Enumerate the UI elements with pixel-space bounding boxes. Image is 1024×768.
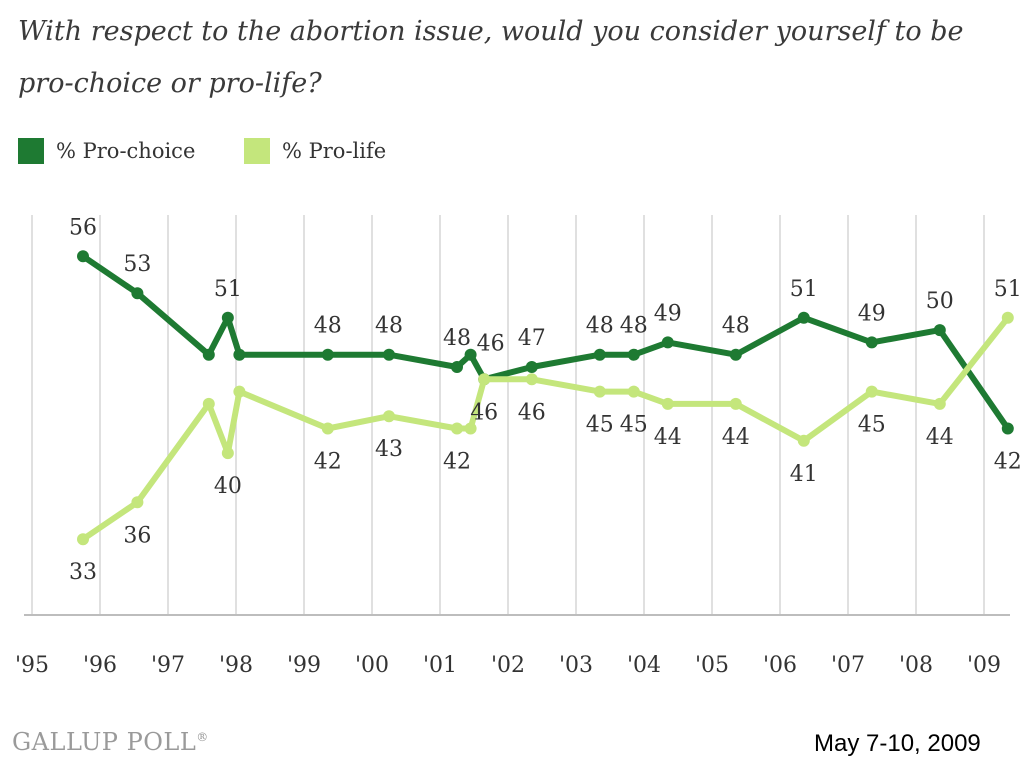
data-point-s0-12 [627,348,640,361]
x-tick-label: '99 [287,653,321,678]
data-point-s1-11 [593,385,606,398]
line-chart: '95 '96 '97 '98 '99 '00 '01 '02 '03 '04 '05 '06 '07 '… [15,215,1022,678]
data-label-s0-18: 42 [994,450,1022,475]
data-label-s1-10: 46 [518,400,546,425]
data-point-s0-11 [593,348,606,361]
legend-swatch-pro-choice [18,138,44,164]
x-tick-label: '95 [15,653,49,678]
data-point-s0-18 [1001,422,1014,435]
data-label-s1-15: 41 [790,462,818,487]
chart-title: With respect to the abortion issue, woul… [18,16,964,99]
x-tick-label: '98 [219,653,253,678]
data-point-s0-2 [202,348,215,361]
gallup-poll-brand: GALLUP POLL [12,728,197,756]
data-label-s0-15: 51 [790,277,818,302]
data-point-s1-13 [661,397,674,410]
data-label-s0-8: 46 [477,332,505,357]
data-point-s0-0 [77,250,89,263]
legend-label-pro-choice: % Pro-choice [56,139,196,163]
survey-date: May 7-10, 2009 [814,730,981,757]
data-point-s0-1 [131,287,144,300]
data-point-s1-15 [797,434,810,447]
gallup-poll-logo: GALLUP POLL® [12,728,209,756]
data-point-s0-3 [221,311,234,324]
data-label-s0-12: 48 [620,314,648,339]
x-tick-label: '03 [559,653,593,678]
x-tick-label: '97 [151,653,185,678]
data-label-s0-10: 47 [518,326,546,351]
data-label-s1-7: 42 [443,450,471,475]
legend-item-pro-life: % Pro-life [244,138,386,164]
x-tick-label: '07 [831,653,865,678]
data-label-s0-5: 48 [314,314,342,339]
x-tick-label: '06 [763,653,797,678]
data-point-s0-10 [525,361,538,373]
data-point-s1-17 [933,397,946,410]
data-label-s1-16: 45 [858,413,886,438]
data-point-s1-0 [77,533,89,546]
data-label-s0-6: 48 [375,314,403,339]
data-point-s1-8 [464,422,477,435]
x-tick-label: '08 [899,653,933,678]
data-point-s1-5 [321,422,334,435]
data-label-s1-1: 36 [123,523,151,548]
data-label-s0-16: 49 [858,301,886,326]
data-point-s1-7 [451,422,463,435]
data-label-s1-5: 42 [314,450,342,475]
data-label-s1-9: 46 [470,400,498,425]
x-tick-label: '02 [491,653,525,678]
data-label-s1-11: 45 [586,413,614,438]
data-label-s1-13: 44 [654,425,682,450]
data-point-s1-14 [729,397,742,410]
data-label-s0-3: 51 [214,277,242,302]
data-point-s0-8 [464,348,477,361]
data-label-s0-1: 53 [123,252,151,277]
x-tick-label: '09 [967,653,1001,678]
data-point-s0-6 [383,348,395,361]
x-tick-label: '05 [695,653,729,678]
data-point-s0-15 [797,311,810,324]
data-label-s0-0: 56 [69,215,97,240]
data-point-s0-4 [233,348,246,361]
data-label-s0-17: 50 [926,289,954,314]
data-point-s1-16 [865,385,878,398]
x-tick-label: '01 [423,653,457,678]
data-label-s0-14: 48 [722,314,750,339]
data-label-s1-3: 40 [214,474,242,499]
data-point-s1-9 [478,373,491,386]
data-point-s0-17 [933,324,946,337]
data-point-s1-2 [202,397,215,410]
data-point-s0-5 [321,348,334,361]
x-tick-label: '00 [355,653,389,678]
registered-mark: ® [196,730,209,744]
data-label-s1-18: 51 [994,277,1022,302]
data-point-s1-3 [221,447,234,460]
data-point-s0-16 [865,336,878,349]
data-point-s0-13 [661,336,674,349]
data-label-s1-12: 45 [620,413,648,438]
data-label-s1-14: 44 [722,425,750,450]
data-point-s1-10 [525,373,538,386]
data-point-s1-6 [383,410,395,423]
data-label-s1-17: 44 [926,425,954,450]
data-point-s1-1 [131,496,144,509]
data-point-s0-7 [451,361,463,373]
data-label-s0-13: 49 [654,301,682,326]
data-point-s1-4 [233,385,246,398]
legend-item-pro-choice: % Pro-choice [18,138,195,164]
legend-swatch-pro-life [244,138,270,164]
data-label-s1-6: 43 [375,437,403,462]
data-label-s0-11: 48 [586,314,614,339]
data-point-s1-12 [627,385,640,398]
data-point-s1-18 [1001,311,1014,324]
data-label-s0-7: 48 [443,326,471,351]
x-tick-label: '04 [627,653,661,678]
legend-label-pro-life: % Pro-life [282,139,387,163]
x-tick-label: '96 [83,653,117,678]
data-point-s0-14 [729,348,742,361]
data-label-s1-0: 33 [69,560,97,585]
